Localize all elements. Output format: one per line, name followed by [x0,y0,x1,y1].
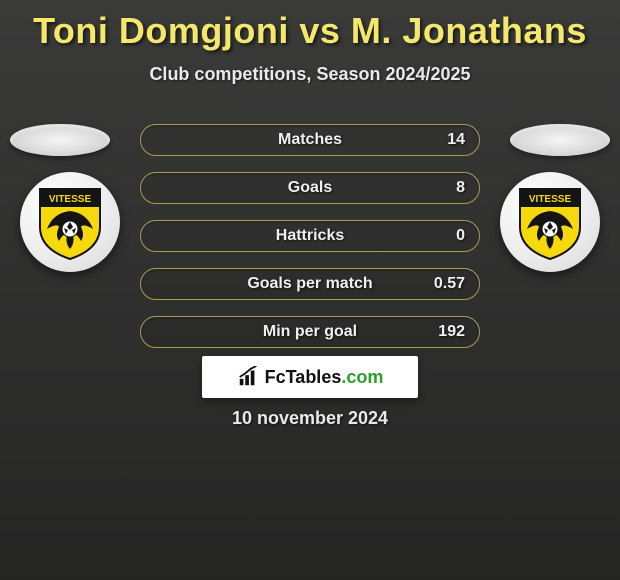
stat-value-right: 8 [456,179,465,197]
player-left-avatar-placeholder [10,124,110,156]
chart-icon [237,366,259,388]
svg-text:VITESSE: VITESSE [49,194,92,205]
subtitle: Club competitions, Season 2024/2025 [0,64,620,85]
stat-value-right: 0.57 [434,275,465,293]
vitesse-shield-icon: VITESSE [35,183,105,261]
club-badge-right: VITESSE [500,172,600,272]
date-label: 10 november 2024 [0,408,620,429]
stat-label: Goals [288,179,332,197]
stat-value-right: 14 [447,131,465,149]
stat-label: Goals per match [247,275,372,293]
page-title: Toni Domgjoni vs M. Jonathans [0,0,620,52]
brand-text: FcTables.com [265,367,384,388]
stat-label: Min per goal [263,323,357,341]
stat-row-matches: Matches 14 [140,124,480,156]
brand-link[interactable]: FcTables.com [202,356,418,398]
stats-table: Matches 14 Goals 8 Hattricks 0 Goals per… [140,124,480,364]
stat-row-hattricks: Hattricks 0 [140,220,480,252]
stat-value-right: 192 [438,323,465,341]
brand-name: FcTables [265,367,342,387]
stat-label: Matches [278,131,342,149]
stat-row-goals: Goals 8 [140,172,480,204]
club-badge-left: VITESSE [20,172,120,272]
stat-value-right: 0 [456,227,465,245]
comparison-card: Toni Domgjoni vs M. Jonathans Club compe… [0,0,620,580]
stat-row-min-per-goal: Min per goal 192 [140,316,480,348]
svg-text:VITESSE: VITESSE [529,194,572,205]
stat-row-goals-per-match: Goals per match 0.57 [140,268,480,300]
brand-suffix: .com [341,367,383,387]
stat-label: Hattricks [276,227,344,245]
vitesse-shield-icon: VITESSE [515,183,585,261]
player-right-avatar-placeholder [510,124,610,156]
